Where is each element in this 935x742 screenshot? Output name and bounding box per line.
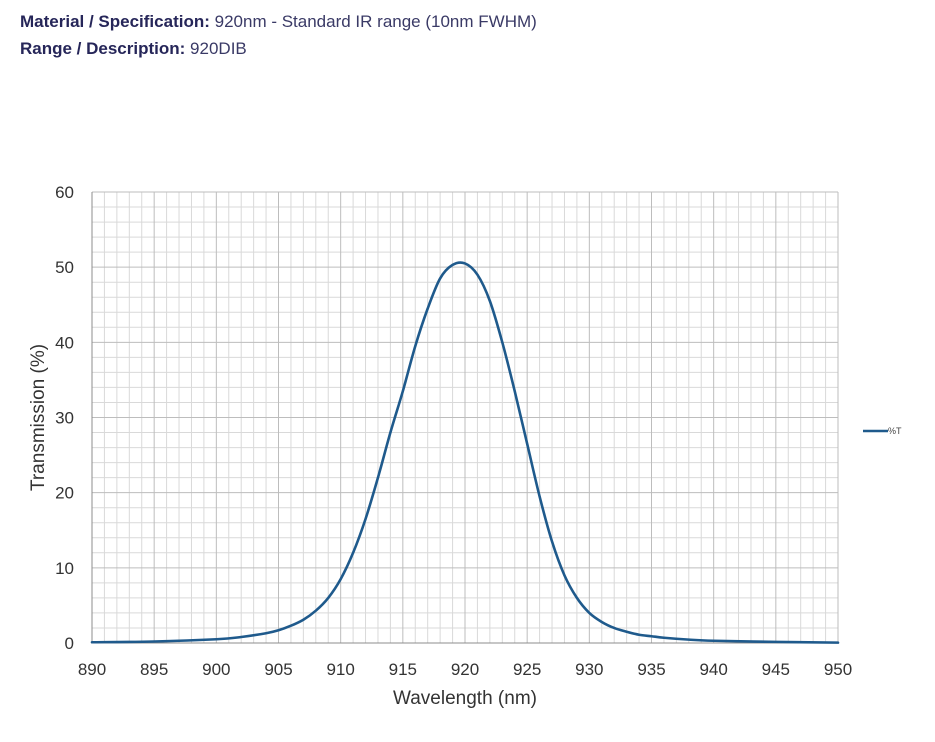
x-tick-label: 950 <box>824 660 852 679</box>
chart-grid <box>91 191 839 644</box>
legend-label-series: %T <box>888 426 902 436</box>
chart-axes <box>91 192 838 644</box>
x-tick-label: 930 <box>575 660 603 679</box>
chart-legend: %T <box>863 426 902 436</box>
y-tick-label: 60 <box>55 183 74 202</box>
chart-series-layer <box>90 261 840 644</box>
y-axis-title: Transmission (%) <box>28 344 49 491</box>
range-description-label: Range / Description: <box>20 39 186 58</box>
y-tick-label: 10 <box>55 559 74 578</box>
x-tick-label: 890 <box>78 660 106 679</box>
range-description-line: Range / Description: 920DIB <box>20 35 537 62</box>
material-specification-label: Material / Specification: <box>20 12 210 31</box>
y-tick-label: 40 <box>55 333 74 352</box>
y-tick-label: 20 <box>55 484 74 503</box>
y-tick-label: 50 <box>55 258 74 277</box>
x-tick-label: 935 <box>637 660 665 679</box>
material-specification-value: 920nm - Standard IR range (10nm FWHM) <box>214 12 537 31</box>
series-line-transmission <box>90 261 840 644</box>
x-tick-label: 940 <box>699 660 727 679</box>
x-tick-label: 915 <box>389 660 417 679</box>
y-tick-label: 0 <box>65 634 74 653</box>
x-tick-label: 920 <box>451 660 479 679</box>
x-tick-label: 905 <box>264 660 292 679</box>
x-axis-title: Wavelength (nm) <box>393 688 537 709</box>
x-tick-label: 895 <box>140 660 168 679</box>
range-description-value: 920DIB <box>190 39 247 58</box>
material-specification-line: Material / Specification: 920nm - Standa… <box>20 8 537 35</box>
x-tick-label: 900 <box>202 660 230 679</box>
x-tick-label: 925 <box>513 660 541 679</box>
spec-block: Material / Specification: 920nm - Standa… <box>20 8 537 62</box>
y-tick-label: 30 <box>55 409 74 428</box>
x-tick-label: 910 <box>326 660 354 679</box>
x-tick-label: 945 <box>762 660 790 679</box>
chart-tick-labels: 890 895 900 905 910 915 920 925 930 935 940 945 950 0… <box>55 183 852 679</box>
